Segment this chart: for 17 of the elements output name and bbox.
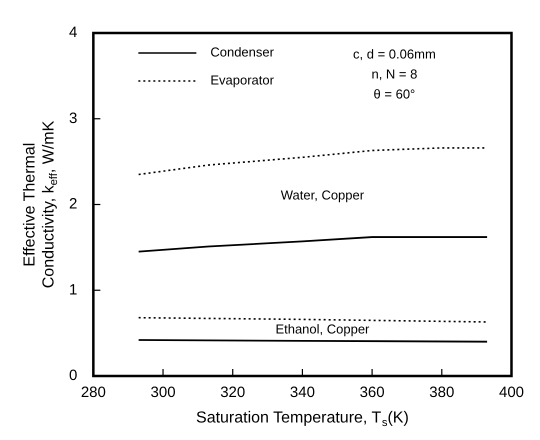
x-tick-label: 280 [80, 384, 106, 402]
legend-label: Condenser [210, 44, 275, 60]
annotation: Ethanol, Copper [275, 322, 370, 337]
x-tick-label: 380 [429, 384, 454, 402]
x-tick-label: 340 [290, 384, 315, 402]
x-tick-label: 320 [220, 384, 246, 402]
y-tick-label: 3 [69, 110, 78, 127]
legend-label: Evaporator [210, 72, 275, 88]
x-tick-label: 400 [498, 384, 524, 402]
x-tick-label: 360 [360, 384, 385, 402]
y-tick-label: 1 [69, 281, 78, 298]
y-tick-label: 2 [69, 196, 78, 213]
annotation: c, d = 0.06mm n, N = 8 θ = 60° [353, 46, 436, 102]
x-tick-label: 300 [150, 384, 176, 402]
y-tick-label: 4 [69, 24, 78, 42]
y-tick-label: 0 [69, 367, 78, 384]
annotation: Water, Copper [280, 188, 365, 203]
